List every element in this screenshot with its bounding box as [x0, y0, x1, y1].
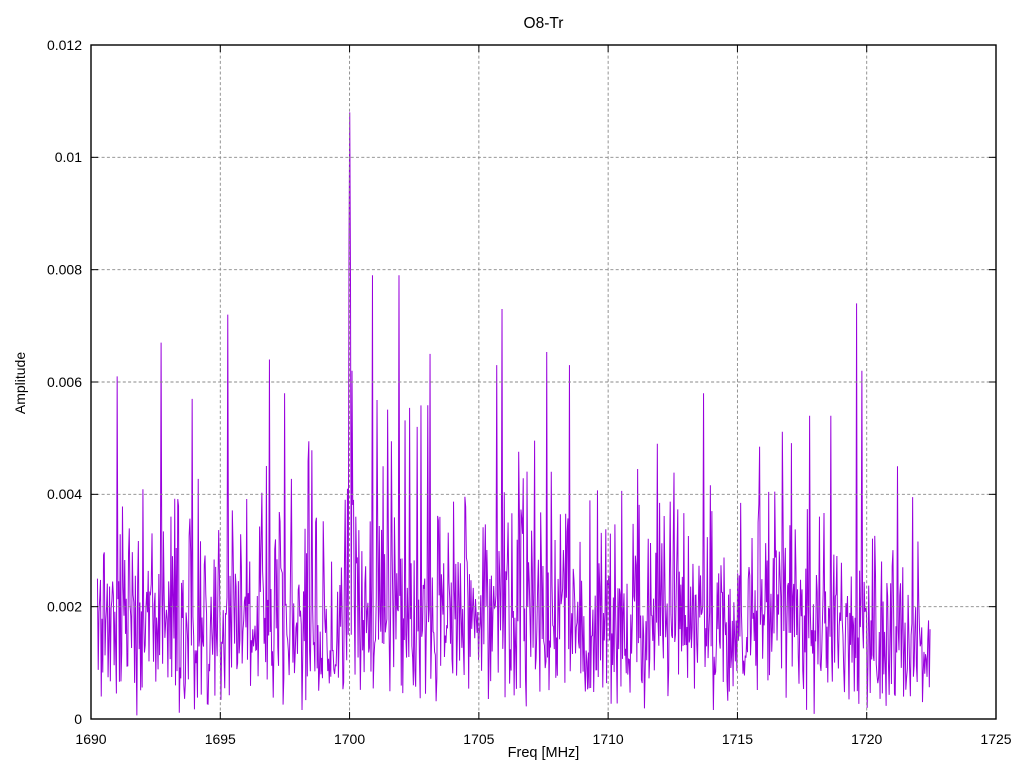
svg-text:0.004: 0.004 [47, 486, 82, 502]
svg-text:0: 0 [74, 711, 82, 727]
svg-text:0.01: 0.01 [55, 149, 82, 165]
svg-text:0.006: 0.006 [47, 374, 82, 390]
svg-text:0.008: 0.008 [47, 261, 82, 277]
svg-text:0.002: 0.002 [47, 598, 82, 614]
svg-text:0.012: 0.012 [47, 37, 82, 53]
